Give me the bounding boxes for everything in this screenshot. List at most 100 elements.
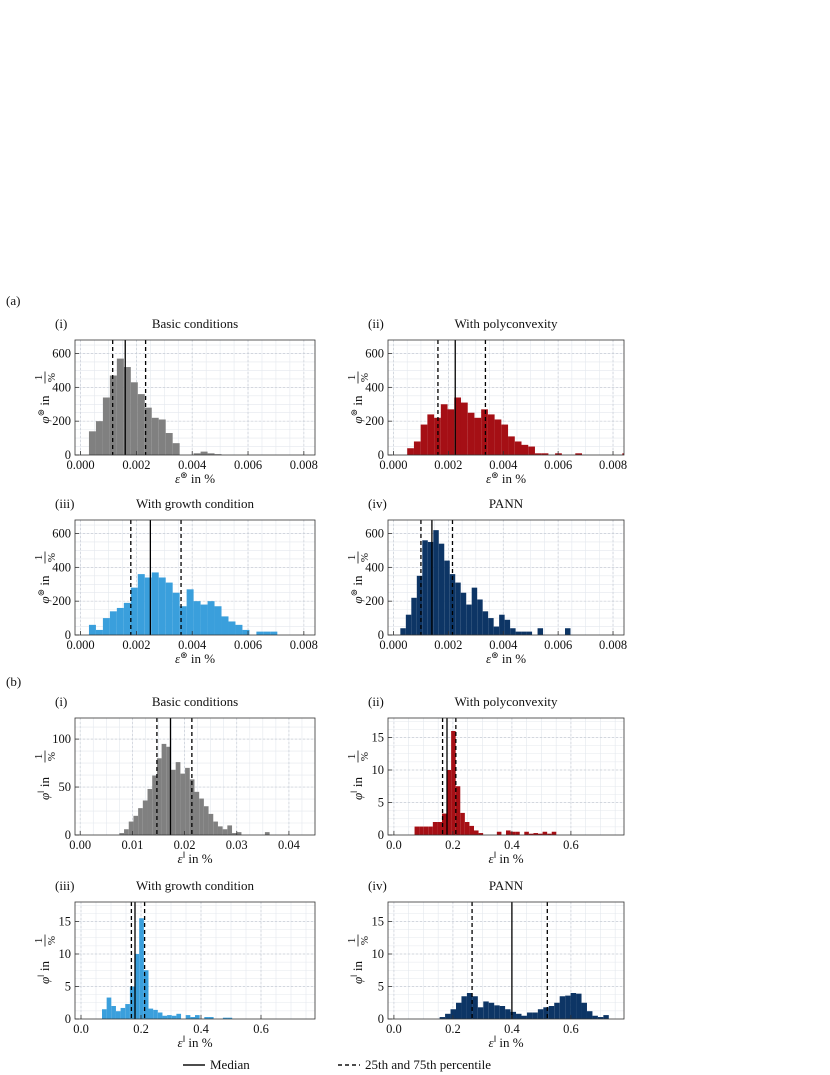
chart-panel-b-ii: 0.0 0.2 0.4 0.6 0 5 10 15 (ii) With polyconvexity… (346, 694, 625, 866)
fraction-numerator: 1 (346, 555, 358, 561)
x-tick-label: 0.008 (290, 638, 318, 652)
histogram-bar (130, 587, 138, 635)
x-tick-label: 0.000 (67, 638, 95, 652)
histogram-bar (541, 453, 549, 455)
x-tick-label: 0.2 (445, 1022, 461, 1036)
histogram-bar (124, 829, 129, 835)
y-tick-label: 15 (372, 915, 385, 929)
histogram-bar (565, 995, 571, 1019)
histogram-bar (144, 407, 152, 455)
x-tick-label: 0.4 (193, 1022, 209, 1036)
histogram-bar (445, 1013, 451, 1019)
histogram-bar (232, 833, 237, 835)
histogram-bar (413, 441, 421, 455)
histogram-bar (144, 577, 152, 635)
fraction-denominator: % (359, 936, 371, 945)
panel-title: Basic conditions (152, 316, 238, 331)
histogram-bar (454, 397, 461, 455)
histogram-bar (138, 808, 143, 835)
histogram-bar (194, 791, 200, 835)
histogram-bar (88, 431, 96, 455)
histogram-bar (434, 417, 441, 455)
y-tick-label: 0 (65, 828, 71, 842)
histogram-bar (521, 444, 529, 455)
histogram-bar (432, 822, 438, 835)
histogram-bar (473, 830, 479, 835)
panel-title: With polyconvexity (454, 316, 558, 331)
histogram-bar (447, 409, 455, 455)
histogram-bar (508, 436, 515, 455)
histogram-bar (534, 453, 542, 455)
panel-number: (i) (55, 316, 67, 331)
fraction-denominator: % (46, 373, 58, 382)
y-tick-label: 0 (378, 448, 384, 462)
histogram-bar (537, 628, 544, 635)
y-axis-label-text: φ⊚ in (349, 575, 365, 604)
histogram-bar (460, 402, 468, 455)
y-tick-label: 15 (372, 731, 385, 745)
histogram-bar (158, 577, 166, 635)
histogram-bar (548, 1006, 555, 1019)
x-tick-label: 0.6 (253, 1022, 269, 1036)
panel-number: (iv) (368, 878, 387, 893)
histogram-bar (515, 831, 520, 835)
histogram-bar (422, 540, 428, 635)
histogram-bar (153, 1009, 158, 1019)
histogram-bar (499, 1006, 506, 1019)
x-tick-label: 0.008 (599, 638, 627, 652)
histogram-bar (494, 1005, 500, 1019)
histogram-bar (515, 631, 522, 635)
histogram-bar (172, 443, 180, 455)
histogram-bar (102, 618, 110, 635)
x-tick-label: 0.002 (434, 458, 462, 472)
histogram-bar (180, 773, 186, 835)
x-tick-label: 0.006 (544, 638, 572, 652)
histogram-bar (227, 825, 233, 835)
histogram-bar (152, 775, 157, 835)
histogram-bar (102, 397, 110, 455)
y-tick-label: 5 (378, 796, 384, 810)
histogram-bar (532, 1012, 538, 1019)
x-tick-label: 0.000 (379, 458, 407, 472)
y-axis-label: φ‖ in 1% (33, 934, 58, 984)
y-tick-label: 0 (65, 628, 71, 642)
fraction-numerator: 1 (33, 754, 45, 760)
histogram-bar (446, 770, 452, 835)
y-tick-label: 50 (59, 780, 72, 794)
histogram-bar (528, 833, 534, 835)
histogram-bar (227, 1017, 233, 1019)
x-tick-label: 0.02 (174, 838, 196, 852)
histogram-bar (213, 821, 218, 835)
y-tick-label: 400 (365, 560, 384, 574)
y-tick-label: 200 (365, 594, 384, 608)
x-tick-label: 0.004 (178, 458, 207, 472)
y-tick-label: 10 (59, 947, 72, 961)
y-axis-label: φ‖ in 1% (346, 934, 371, 984)
histogram-bar (537, 1009, 544, 1019)
histogram-bar (157, 1012, 163, 1019)
x-axis-label: ε‖ in % (177, 1034, 212, 1050)
histogram-bar (477, 1007, 484, 1019)
histogram-bar (203, 806, 209, 835)
histogram-bar (236, 832, 242, 835)
histogram-bar (622, 453, 624, 455)
panel-number: (iii) (55, 878, 75, 893)
histogram-bar (193, 601, 201, 635)
histogram-bar (95, 629, 103, 635)
histogram-bar (148, 1008, 154, 1019)
histogram-bar (200, 604, 208, 635)
histogram-bar (158, 419, 166, 455)
histogram-bar (504, 619, 511, 635)
histogram-bar (193, 453, 201, 455)
y-axis-label-text: φ‖ in (36, 776, 52, 800)
chart-panel-a-iv: 0.000 0.002 0.004 0.006 0.008 0 200 400 600 (iv) P… (346, 496, 627, 666)
x-tick-label: 0.002 (122, 458, 150, 472)
y-axis-label-text: φ⊚ in (349, 395, 365, 424)
histogram-bar (570, 993, 577, 1019)
histogram-bar (482, 611, 489, 635)
histogram-bar (411, 597, 417, 635)
histogram-bar (128, 821, 134, 835)
histogram-bar (407, 448, 414, 455)
